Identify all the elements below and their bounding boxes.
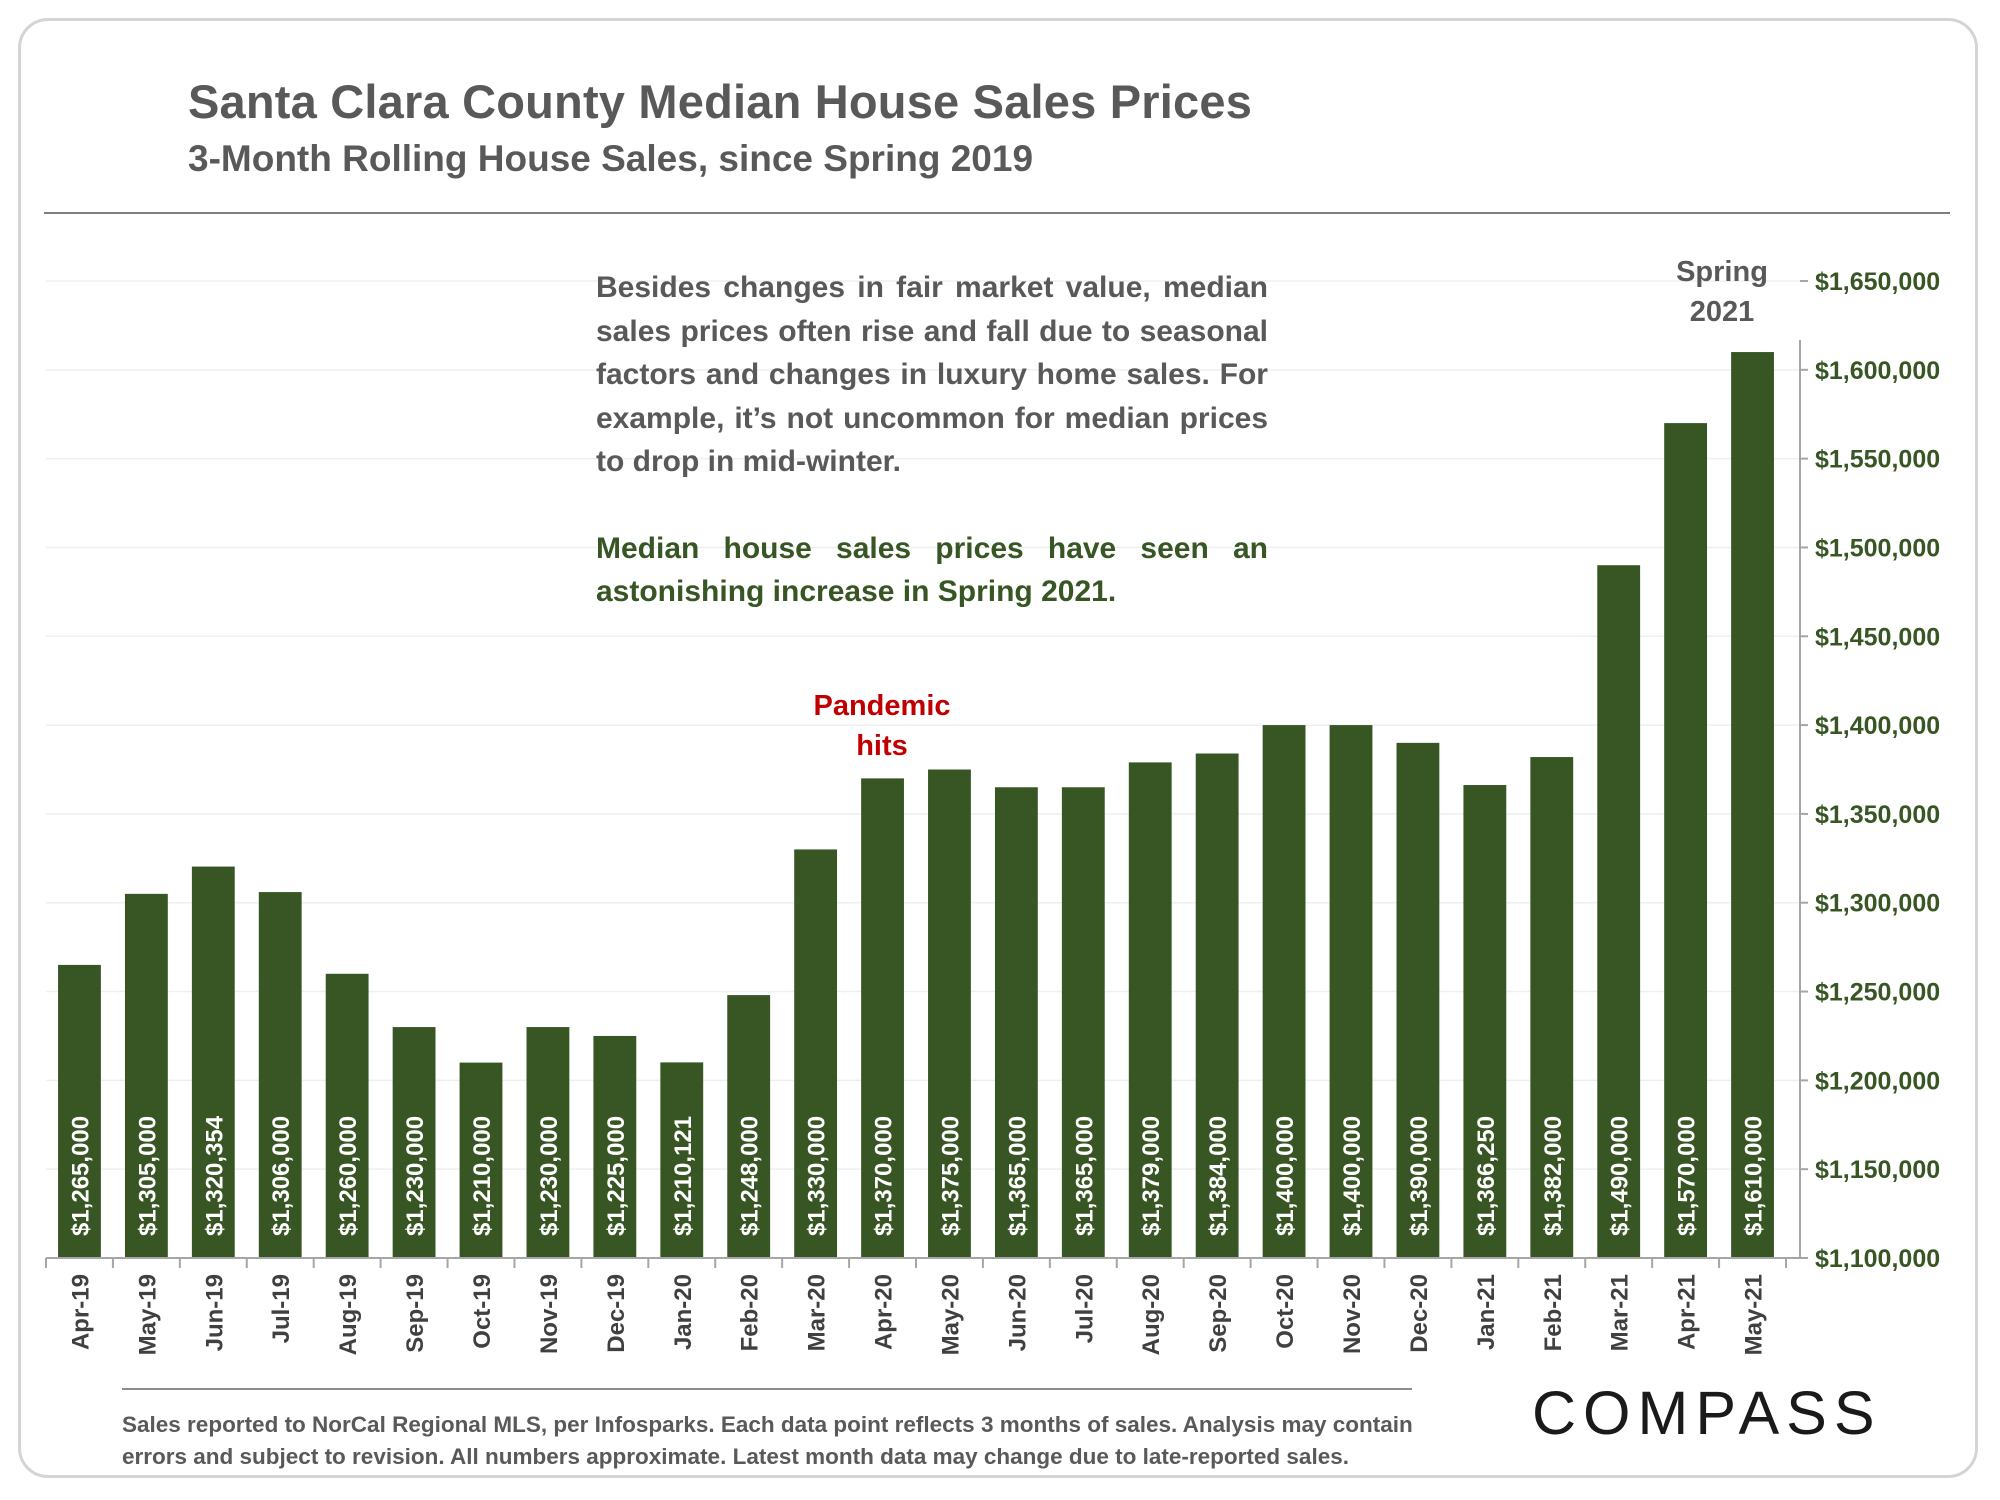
bar-data-label: $1,490,000 [1607, 1116, 1634, 1236]
bar-data-label: $1,230,000 [536, 1116, 563, 1236]
x-tick-label: Jun-19 [201, 1274, 228, 1351]
x-tick-label: Nov-19 [536, 1274, 563, 1354]
annotation-note: Besides changes in fair market value, me… [596, 266, 1268, 614]
bar-chart: $1,265,000 $1,305,000 $1,320,354 $1,306,000… [0, 0, 2000, 1500]
spring-line-1: Spring [1642, 252, 1802, 292]
y-tick-label: $1,200,000 [1815, 1067, 1940, 1095]
y-axis: $1,100,000 $1,150,000 $1,200,000 $1,250,000… [1800, 268, 1940, 1273]
x-tick-label: Mar-20 [804, 1274, 831, 1351]
x-tick-label: Feb-21 [1540, 1274, 1567, 1351]
x-tick-label: May-21 [1741, 1274, 1768, 1355]
bar-data-label: $1,305,000 [134, 1116, 161, 1236]
bar-data-label: $1,390,000 [1406, 1116, 1433, 1236]
bar-data-label: $1,306,000 [268, 1116, 295, 1236]
bar-data-label: $1,379,000 [1138, 1116, 1165, 1236]
y-tick-label: $1,600,000 [1815, 357, 1940, 385]
compass-logo: COMPASS [1532, 1378, 1882, 1448]
y-tick-label: $1,500,000 [1815, 534, 1940, 562]
x-tick-label: Aug-20 [1138, 1274, 1165, 1355]
bar-data-label: $1,365,000 [1071, 1116, 1098, 1236]
bar-data-label: $1,370,000 [871, 1116, 898, 1236]
y-tick-label: $1,150,000 [1815, 1156, 1940, 1184]
x-axis: Apr-19 May-19 Jun-19 Jul-19 Aug-19 Sep-19 Oct-… [46, 1258, 1800, 1355]
x-tick-label: Jan-21 [1473, 1274, 1500, 1350]
pandemic-annotation: Pandemic hits [782, 686, 982, 766]
footer-divider [122, 1388, 1412, 1390]
x-tick-label: Apr-21 [1674, 1274, 1701, 1350]
spring-line-2: 2021 [1642, 292, 1802, 332]
spring-2021-annotation: Spring 2021 [1642, 252, 1802, 332]
bar-data-label: $1,400,000 [1272, 1116, 1299, 1236]
bar-data-label: $1,210,000 [469, 1116, 496, 1236]
bar-data-label: $1,265,000 [67, 1116, 94, 1236]
y-tick-label: $1,650,000 [1815, 268, 1940, 296]
bar-data-label: $1,225,000 [603, 1116, 630, 1236]
bar-data-label: $1,230,000 [402, 1116, 429, 1236]
x-tick-label: Nov-20 [1339, 1274, 1366, 1354]
y-tick-label: $1,450,000 [1815, 623, 1940, 651]
y-tick-label: $1,550,000 [1815, 446, 1940, 474]
x-tick-label: Sep-19 [402, 1274, 429, 1353]
x-tick-label: Sep-20 [1205, 1274, 1232, 1353]
x-tick-label: Oct-19 [469, 1274, 496, 1349]
bar-data-label: $1,366,250 [1473, 1116, 1500, 1236]
bar-data-label: $1,400,000 [1339, 1116, 1366, 1236]
bar-data-label: $1,330,000 [804, 1116, 831, 1236]
x-tick-label: Dec-20 [1406, 1274, 1433, 1353]
bar-data-label: $1,375,000 [937, 1116, 964, 1236]
x-tick-label: Oct-20 [1272, 1274, 1299, 1349]
footnote-line-2: errors and subject to revision. All numb… [122, 1441, 1452, 1473]
x-tick-label: May-20 [937, 1274, 964, 1355]
x-tick-label: Apr-20 [871, 1274, 898, 1350]
bar-data-label: $1,384,000 [1205, 1116, 1232, 1236]
x-tick-label: Feb-20 [737, 1274, 764, 1351]
pandemic-line-1: Pandemic [782, 686, 982, 726]
x-tick-label: Jan-20 [670, 1274, 697, 1350]
x-tick-label: Jul-20 [1071, 1274, 1098, 1343]
y-tick-label: $1,400,000 [1815, 712, 1940, 740]
pandemic-line-2: hits [782, 726, 982, 766]
bar-data-label: $1,248,000 [737, 1116, 764, 1236]
x-tick-label: Apr-19 [67, 1274, 94, 1350]
bar-data-label: $1,382,000 [1540, 1116, 1567, 1236]
bar-data-label: $1,210,121 [670, 1116, 697, 1236]
bar-data-label: $1,570,000 [1674, 1116, 1701, 1236]
bar-data-labels: $1,265,000 $1,305,000 $1,320,354 $1,306,000… [67, 1115, 1767, 1236]
bar-data-label: $1,320,354 [201, 1115, 228, 1236]
x-tick-label: Aug-19 [335, 1274, 362, 1355]
x-tick-label: Mar-21 [1607, 1274, 1634, 1351]
y-tick-label: $1,300,000 [1815, 890, 1940, 918]
footnote-line-1: Sales reported to NorCal Regional MLS, p… [122, 1409, 1452, 1441]
x-tick-label: Jun-20 [1004, 1274, 1031, 1351]
bar-data-label: $1,260,000 [335, 1116, 362, 1236]
y-tick-label: $1,100,000 [1815, 1245, 1940, 1273]
x-tick-label: May-19 [134, 1274, 161, 1355]
note-spring-increase: Median house sales prices have seen an a… [596, 527, 1268, 614]
y-tick-label: $1,250,000 [1815, 979, 1940, 1007]
bar-data-label: $1,365,000 [1004, 1116, 1031, 1236]
bar-data-label: $1,610,000 [1741, 1116, 1768, 1236]
note-seasonal: Besides changes in fair market value, me… [596, 266, 1268, 484]
source-footnote: Sales reported to NorCal Regional MLS, p… [122, 1409, 1452, 1473]
y-tick-label: $1,350,000 [1815, 801, 1940, 829]
x-tick-label: Jul-19 [268, 1274, 295, 1343]
x-tick-label: Dec-19 [603, 1274, 630, 1353]
